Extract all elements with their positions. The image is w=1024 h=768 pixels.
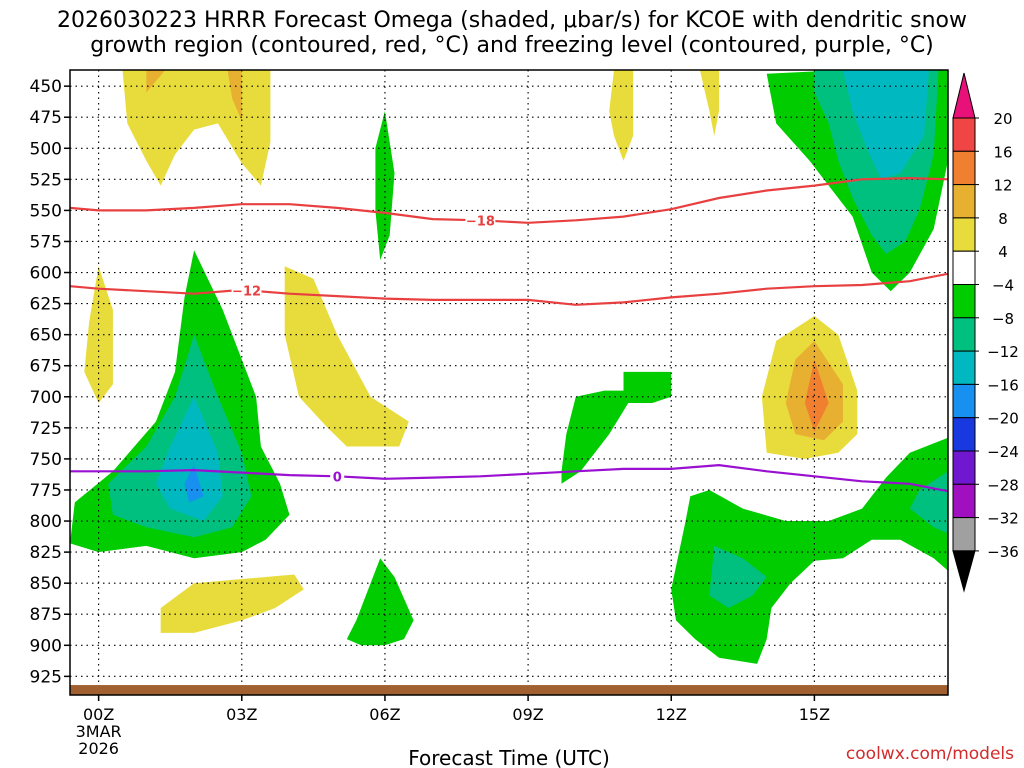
y-tick-label: 525 [30,170,62,190]
colorbar-swatch [952,450,976,485]
colorbar-label: −12 [987,343,1019,361]
y-tick-label: 800 [30,512,62,532]
chart-title-line-1: 2026030223 HRRR Forecast Omega (shaded, … [57,8,967,33]
watermark: coolwx.com/models [845,744,1014,764]
colorbar-label: −16 [987,376,1019,394]
colorbar-swatch [952,383,976,419]
colorbar-label: −32 [987,510,1019,528]
y-tick-label: 625 [30,295,62,315]
omega-shaded-region [804,359,829,432]
y-tick-label: 600 [30,264,62,284]
terrain-strip [70,685,948,695]
contour-label: −18 [466,214,495,229]
omega-shaded-region [284,266,409,447]
omega-shaded-region [227,70,242,121]
plot-area: −18 −12 0 [70,70,948,695]
omega-shaded-region [346,558,414,646]
y-tick-label: 900 [30,636,62,656]
x-tick-label: 15Z [799,705,830,724]
colorbar-swatch [952,317,976,352]
colorbar-swatch [952,417,976,452]
y-tick-label: 500 [30,139,62,159]
x-tick-date-label: 2026 [78,739,119,758]
colorbar-label: −4 [992,277,1014,295]
y-tick-label: 650 [30,326,62,346]
colorbar-swatch [952,150,976,186]
omega-shaded-region [609,70,634,161]
y-tick-label: 850 [30,574,62,594]
colorbar-swatch [952,483,976,519]
colorbar-label: 12 [993,177,1012,195]
colorbar-label: 16 [993,143,1012,161]
colorbar-label: −20 [987,410,1019,428]
y-tick-label: 750 [30,450,62,470]
contour-label: −12 [232,284,261,299]
colorbar-swatch [952,117,976,152]
colorbar-swatch [952,284,976,319]
plot-frame [69,69,949,696]
contour-label-background [231,283,262,298]
omega-shaded-region [843,70,929,180]
omega-shaded-region [184,465,204,503]
chart-title-line-2: growth region (contoured, red, °C) and f… [90,33,934,58]
contour-line [70,176,948,224]
colorbar-label: −28 [987,476,1019,494]
y-tick-label: 675 [30,357,62,377]
colorbar-swatch [952,217,976,252]
y-tick-label: 775 [30,481,62,501]
colorbar-bottom-triangle [952,550,976,593]
x-axis-title: Forecast Time (UTC) [408,746,610,768]
x-tick-label: 06Z [369,705,400,724]
omega-shaded-region [709,545,767,608]
colorbar-swatch [952,184,976,219]
x-tick-date-label: 3MAR [76,722,122,741]
omega-shaded-region [155,396,223,521]
contour-label: 0 [333,470,342,485]
y-tick-label: 450 [30,77,62,97]
y-tick-label: 875 [30,605,62,625]
colorbar-label: −24 [987,443,1019,461]
contour-label-background [465,213,496,228]
contour-line [70,463,948,493]
omega-shaded-region [671,437,948,664]
omega-shaded-region [146,70,166,93]
omega-shaded-region [909,471,948,534]
x-tick-label: 00Z [83,705,114,724]
y-tick-label: 825 [30,543,62,563]
colorbar-label: −36 [987,543,1019,561]
colorbar-label: 4 [998,243,1008,261]
y-tick-label: 550 [30,201,62,221]
y-tick-label: 725 [30,419,62,439]
colorbar-swatch [952,350,976,385]
omega-shaded-region [561,371,672,484]
contour-line [70,272,948,306]
contour-label-background [330,469,345,484]
x-tick-label: 12Z [656,705,687,724]
colorbar-label: −8 [992,310,1014,328]
omega-shaded-region [160,574,304,633]
y-tick-label: 700 [30,388,62,408]
colorbar-swatch [952,250,976,285]
x-tick-label: 09Z [512,705,543,724]
y-tick-label: 575 [30,232,62,252]
y-tick-label: 475 [30,108,62,128]
y-tick-label: 925 [30,667,62,687]
x-tick-label: 03Z [226,705,257,724]
colorbar-swatch [952,517,976,552]
colorbar-top-triangle [952,72,976,119]
colorbar-label: 8 [998,210,1008,228]
colorbar-label: 20 [993,110,1012,128]
